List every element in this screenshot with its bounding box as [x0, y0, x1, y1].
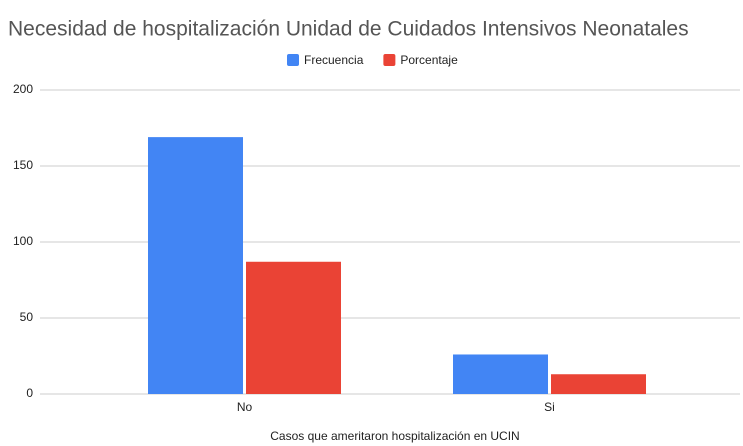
bar [551, 374, 646, 394]
legend-swatch [383, 54, 396, 66]
bar [246, 261, 341, 394]
y-tick-label: 200 [13, 82, 33, 96]
legend-label: Porcentaje [400, 53, 458, 67]
chart-title: Necesidad de hospitalización Unidad de C… [8, 18, 689, 41]
bar [148, 137, 243, 394]
x-tick-label: No [237, 400, 253, 414]
y-tick-label: 0 [26, 386, 33, 400]
x-axis-label: Casos que ameritaron hospitalización en … [270, 429, 519, 443]
legend-label: Frecuencia [304, 53, 364, 67]
y-tick-label: 100 [13, 234, 33, 248]
bar [453, 354, 548, 394]
y-tick-label: 150 [13, 158, 33, 172]
y-tick-label: 50 [20, 310, 34, 324]
x-tick-label: Si [544, 400, 555, 414]
legend-swatch [287, 54, 299, 66]
